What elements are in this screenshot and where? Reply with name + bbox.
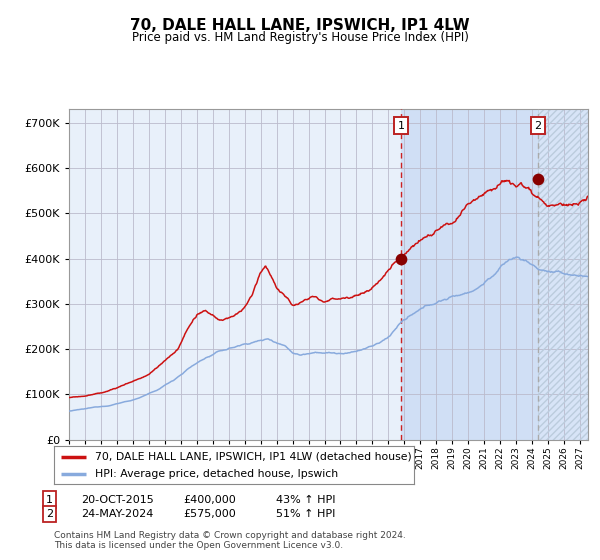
Text: 2: 2: [46, 509, 53, 519]
Text: £575,000: £575,000: [183, 509, 236, 519]
Text: 70, DALE HALL LANE, IPSWICH, IP1 4LW: 70, DALE HALL LANE, IPSWICH, IP1 4LW: [130, 18, 470, 33]
Bar: [538, 109, 588, 440]
Text: 2: 2: [535, 121, 542, 131]
Text: Contains HM Land Registry data © Crown copyright and database right 2024.
This d: Contains HM Land Registry data © Crown c…: [54, 531, 406, 550]
Text: 1: 1: [398, 121, 404, 131]
Point: [397, 254, 406, 263]
Text: 24-MAY-2024: 24-MAY-2024: [81, 509, 154, 519]
Text: £400,000: £400,000: [183, 494, 236, 505]
Text: 51% ↑ HPI: 51% ↑ HPI: [276, 509, 335, 519]
Text: 1: 1: [46, 494, 53, 505]
Text: 43% ↑ HPI: 43% ↑ HPI: [276, 494, 335, 505]
Text: 70, DALE HALL LANE, IPSWICH, IP1 4LW (detached house): 70, DALE HALL LANE, IPSWICH, IP1 4LW (de…: [95, 452, 412, 462]
Bar: [401, 109, 538, 440]
Text: 20-OCT-2015: 20-OCT-2015: [81, 494, 154, 505]
Bar: [538, 109, 588, 440]
Point: [533, 175, 543, 184]
Text: Price paid vs. HM Land Registry's House Price Index (HPI): Price paid vs. HM Land Registry's House …: [131, 31, 469, 44]
Text: HPI: Average price, detached house, Ipswich: HPI: Average price, detached house, Ipsw…: [95, 469, 338, 479]
